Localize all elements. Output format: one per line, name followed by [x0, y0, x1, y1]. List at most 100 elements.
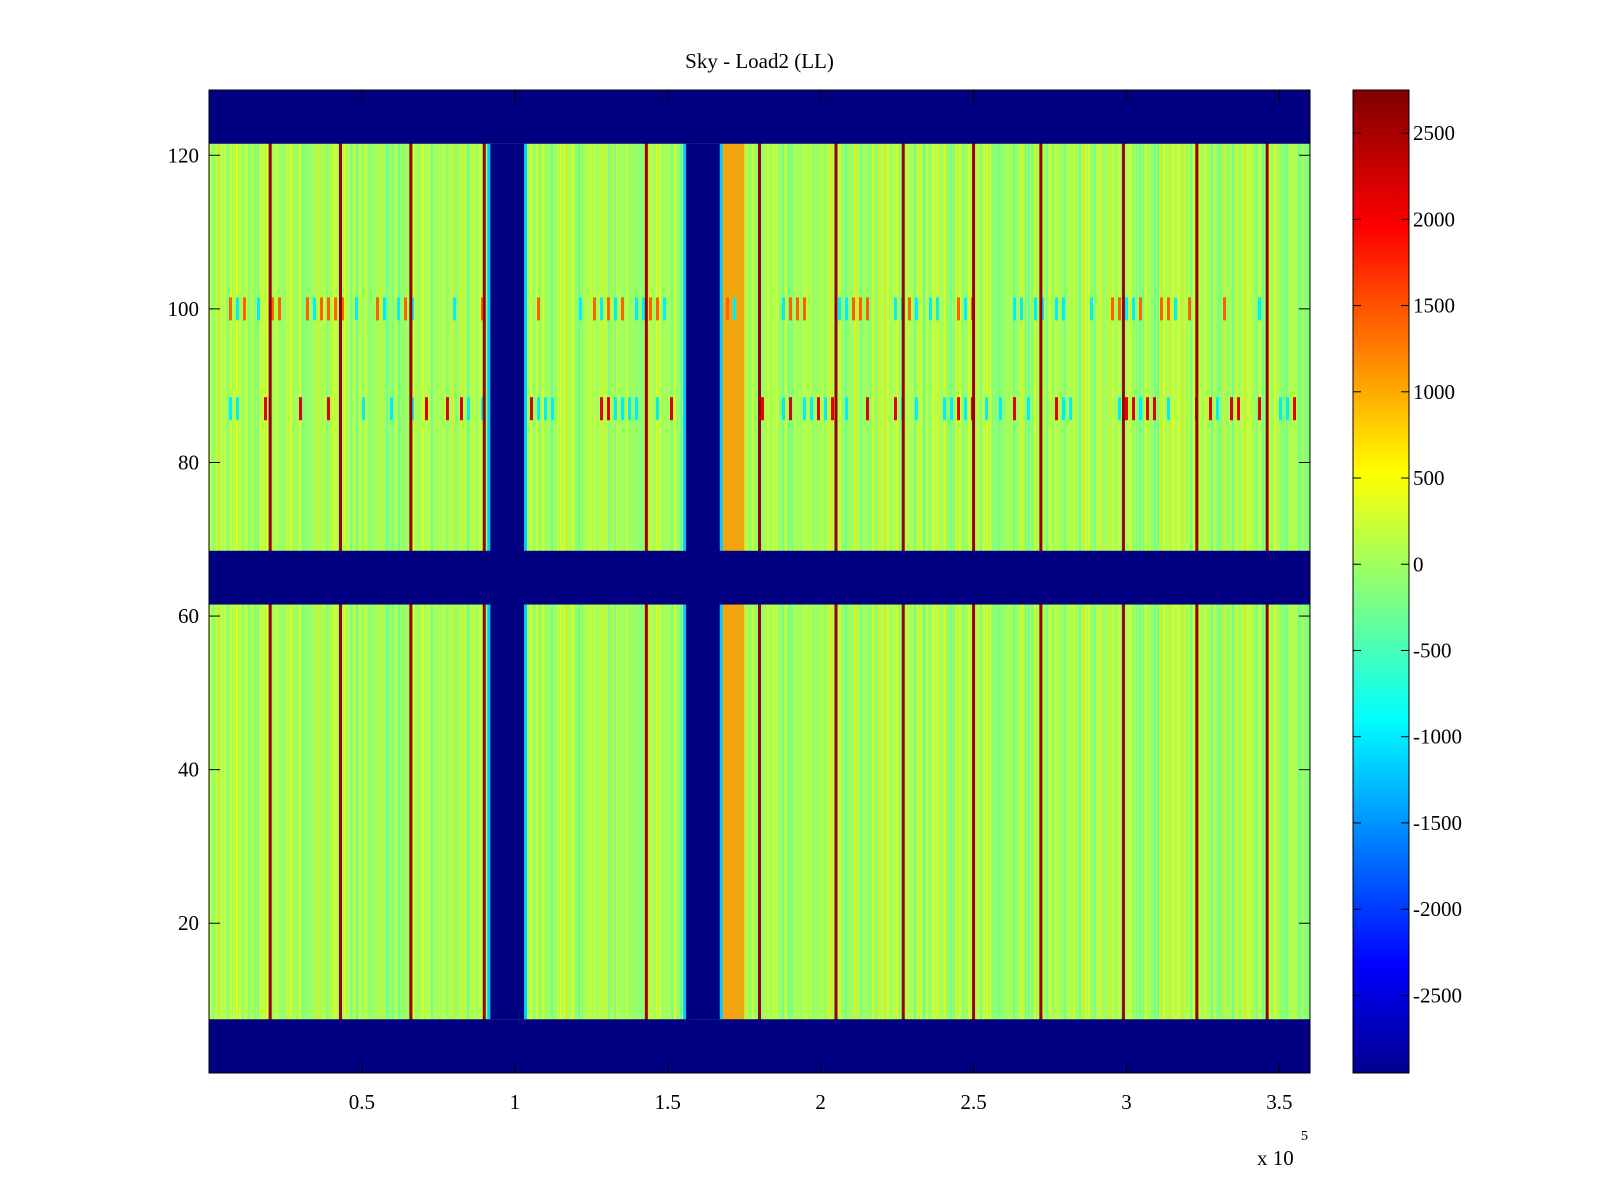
- noisy-row-mark: [236, 397, 239, 421]
- noisy-row-mark: [1020, 297, 1023, 321]
- heatmap-plot-area: [209, 90, 1310, 1073]
- noisy-row-mark: [397, 297, 400, 321]
- y-tick-label: 80: [178, 450, 199, 474]
- noisy-row-mark: [985, 397, 988, 421]
- noisy-row-mark: [1146, 397, 1149, 421]
- noisy-row-mark: [1167, 297, 1170, 321]
- noisy-row-mark: [614, 397, 617, 421]
- noisy-row-mark: [628, 397, 631, 421]
- noisy-row-mark: [1167, 397, 1170, 421]
- y-tick-label: 120: [168, 143, 200, 167]
- noisy-row-mark: [726, 297, 729, 321]
- noisy-row-mark: [411, 297, 414, 321]
- noisy-row-mark: [1125, 297, 1128, 321]
- noisy-row-mark: [957, 397, 960, 421]
- noisy-row-mark: [1174, 297, 1177, 321]
- noisy-row-mark: [894, 397, 897, 421]
- colorbar-tick-label: 1000: [1413, 380, 1455, 404]
- x-axis: 0.5 1 1.5 2 2.5 3 3.5: [349, 90, 1293, 1114]
- noisy-row-mark: [642, 297, 645, 321]
- noisy-row-mark: [761, 397, 764, 421]
- colorbar-tick-label: 0: [1413, 552, 1424, 576]
- noisy-row-mark: [789, 297, 792, 321]
- noisy-row-mark: [635, 397, 638, 421]
- noisy-row-mark: [537, 397, 540, 421]
- colorbar: 2500 2000 1500 1000 500 0 -500 -1000 -1500 -2000 -…: [1352, 89, 1462, 1074]
- noisy-row-mark: [1160, 297, 1163, 321]
- noisy-row-mark: [376, 297, 379, 321]
- noisy-row-mark: [782, 297, 785, 321]
- noisy-row-mark: [670, 397, 673, 421]
- noisy-row-mark: [1230, 397, 1233, 421]
- noisy-row-mark: [1090, 297, 1093, 321]
- noisy-row-mark: [362, 397, 365, 421]
- noisy-row-mark: [999, 397, 1002, 421]
- noisy-row-mark: [1027, 397, 1030, 421]
- noisy-row-mark: [467, 397, 470, 421]
- noisy-row-mark: [621, 397, 624, 421]
- noisy-row-mark: [327, 297, 330, 321]
- x-tick-label: 3.5: [1266, 1090, 1292, 1114]
- noisy-row-mark: [1223, 297, 1226, 321]
- noisy-row-mark: [656, 297, 659, 321]
- noisy-row-mark: [964, 297, 967, 321]
- noisy-row-mark: [908, 297, 911, 321]
- noisy-row-mark: [600, 397, 603, 421]
- noisy-row-mark: [1034, 297, 1037, 321]
- noisy-row-mark: [943, 397, 946, 421]
- noisy-row-mark: [957, 297, 960, 321]
- noisy-row-mark: [278, 297, 281, 321]
- noisy-row-mark: [355, 297, 358, 321]
- noisy-row-mark: [1286, 397, 1289, 421]
- noisy-row-mark: [796, 297, 799, 321]
- noisy-row-mark: [1216, 397, 1219, 421]
- noisy-row-mark: [1237, 397, 1240, 421]
- noisy-row-mark: [1111, 297, 1114, 321]
- noisy-row-mark: [327, 397, 330, 421]
- chart-title: Sky - Load2 (LL): [685, 49, 834, 73]
- noisy-row-mark: [852, 297, 855, 321]
- noisy-row-mark: [845, 397, 848, 421]
- noisy-row-mark: [1258, 297, 1261, 321]
- plot-frame: [208, 89, 1311, 1074]
- noisy-row-mark: [229, 397, 232, 421]
- noisy-row-mark: [635, 297, 638, 321]
- noisy-row-mark: [733, 297, 736, 321]
- noisy-row-mark: [950, 397, 953, 421]
- noisy-row-mark: [614, 297, 617, 321]
- noisy-row-mark: [411, 397, 414, 421]
- masked-row-band: [209, 1019, 1310, 1073]
- noisy-row-mark: [838, 297, 841, 321]
- y-tick-label: 60: [178, 604, 199, 628]
- noisy-row-mark: [243, 297, 246, 321]
- noisy-row-mark: [481, 297, 484, 321]
- noisy-row-mark: [1125, 397, 1128, 421]
- noisy-row-mark: [964, 397, 967, 421]
- noisy-row-mark: [1118, 397, 1121, 421]
- noisy-row-mark: [1258, 397, 1261, 421]
- noisy-row-mark: [649, 297, 652, 321]
- noisy-row-mark: [537, 297, 540, 321]
- noisy-row-mark: [579, 297, 582, 321]
- noisy-row-mark: [530, 397, 533, 421]
- noisy-row-mark: [446, 397, 449, 421]
- colorbar-tick-label: -1500: [1413, 811, 1462, 835]
- x-tick-label: 0.5: [349, 1090, 375, 1114]
- x-tick-label: 1: [510, 1090, 521, 1114]
- noisy-row-mark: [607, 297, 610, 321]
- colorbar-tick-label: 2000: [1413, 207, 1455, 231]
- noisy-row-mark: [1062, 397, 1065, 421]
- x-tick-label: 2: [815, 1090, 826, 1114]
- noisy-row-mark: [264, 397, 267, 421]
- noisy-row-mark: [1279, 397, 1282, 421]
- noisy-row-mark: [915, 297, 918, 321]
- noisy-row-mark: [544, 397, 547, 421]
- noisy-row-mark: [593, 297, 596, 321]
- noisy-row-mark: [1153, 397, 1156, 421]
- noisy-row-mark: [607, 397, 610, 421]
- noisy-row-mark: [404, 297, 407, 321]
- y-tick-label: 40: [178, 758, 199, 782]
- noisy-row-mark: [1062, 297, 1065, 321]
- noisy-row-mark: [313, 297, 316, 321]
- noisy-row-mark: [460, 397, 463, 421]
